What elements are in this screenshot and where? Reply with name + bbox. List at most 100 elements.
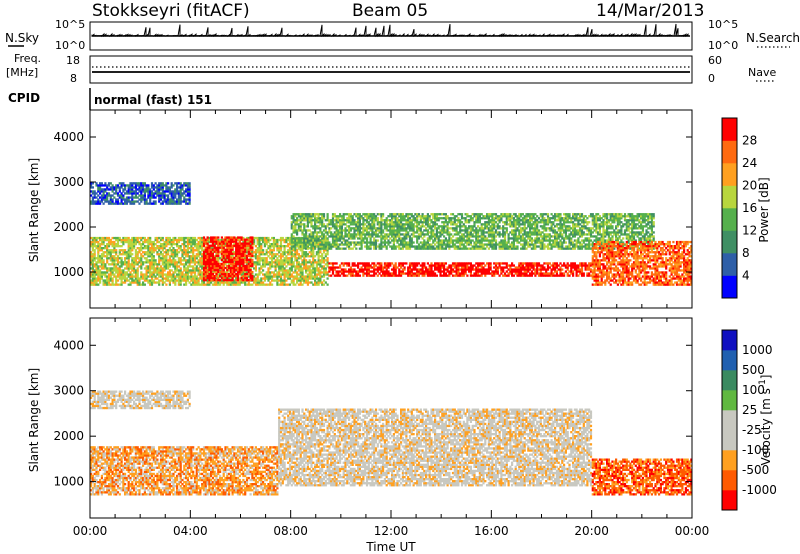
scatter-cell xyxy=(118,277,121,280)
scatter-cell xyxy=(192,277,195,280)
scatter-cell xyxy=(281,265,284,268)
scatter-cell xyxy=(93,277,96,280)
scatter-cell xyxy=(536,266,539,269)
scatter-cell xyxy=(118,275,121,278)
scatter-cell xyxy=(170,255,173,258)
scatter-cell xyxy=(99,271,102,274)
scatter-cell xyxy=(283,247,286,250)
scatter-cell xyxy=(150,249,154,252)
scatter-cell xyxy=(185,240,188,244)
scatter-cell xyxy=(147,261,150,264)
scatter-cell xyxy=(199,265,202,268)
scatter-cell xyxy=(125,277,128,280)
scatter-cell xyxy=(168,283,171,286)
scatter-cell xyxy=(149,265,152,268)
scatter-cell xyxy=(242,273,245,276)
scatter-cell xyxy=(193,261,197,264)
scatter-cell xyxy=(147,247,150,250)
scatter-cell xyxy=(253,277,256,280)
scatter-cell xyxy=(168,269,171,272)
scatter-cell xyxy=(253,275,256,278)
scatter-cell xyxy=(247,242,250,245)
scatter-cell xyxy=(398,235,401,238)
scatter-cell xyxy=(127,257,130,260)
scatter-cell xyxy=(188,247,191,250)
scatter-cell xyxy=(314,229,317,232)
scatter-cell xyxy=(340,231,343,234)
scatter-cell xyxy=(111,279,114,282)
scatter-cell xyxy=(91,257,94,260)
scatter-cell xyxy=(185,249,188,252)
scatter-cell xyxy=(156,265,159,268)
scatter-cell xyxy=(91,240,94,244)
nsearch-tick-bottom: 10^0 xyxy=(708,39,738,52)
scatter-cell xyxy=(149,236,152,240)
scatter-cell xyxy=(260,267,263,270)
scatter-cell xyxy=(176,279,179,282)
scatter-cell xyxy=(186,269,189,272)
scatter-cell xyxy=(172,257,175,260)
scatter-cell xyxy=(124,236,127,240)
scatter-cell xyxy=(414,266,417,269)
scatter-cell xyxy=(314,259,317,262)
scatter-cell xyxy=(177,271,180,274)
scatter-cell xyxy=(129,273,132,276)
scatter-cell xyxy=(170,275,173,278)
scatter-cell xyxy=(362,274,365,277)
scatter-cell xyxy=(294,215,297,218)
scatter-cell xyxy=(192,261,195,264)
scatter-cell xyxy=(464,272,467,275)
scatter-cell xyxy=(185,255,188,258)
scatter-cell xyxy=(168,243,171,246)
scatter-cell xyxy=(423,264,426,267)
scatter-cell xyxy=(279,275,283,278)
scatter-cell xyxy=(97,240,100,244)
scatter-cell xyxy=(249,268,252,272)
scatter-cell xyxy=(451,268,455,271)
scatter-cell xyxy=(91,253,94,256)
scatter-cell xyxy=(407,233,410,236)
scatter-cell xyxy=(362,270,365,273)
scatter-cell xyxy=(177,283,180,286)
scatter-cell xyxy=(183,265,186,268)
scatter-cell xyxy=(142,275,145,278)
scatter-cell xyxy=(360,235,363,238)
scatter-cell xyxy=(159,253,163,256)
scatter-cell xyxy=(93,273,96,276)
scatter-cell xyxy=(125,273,128,276)
scatter-cell xyxy=(190,255,193,258)
scatter-cell xyxy=(197,236,200,240)
scatter-cell xyxy=(124,279,127,282)
scatter-cell xyxy=(90,279,93,282)
scatter-cell xyxy=(179,247,182,250)
scatter-cell xyxy=(190,243,193,246)
scatter-cell xyxy=(548,262,551,265)
scatter-cell xyxy=(131,243,134,246)
scatter-cell xyxy=(382,268,385,271)
scatter-cell xyxy=(453,217,456,220)
scatter-cell xyxy=(217,250,220,253)
scatter-cell xyxy=(163,261,166,264)
power-heatmap xyxy=(90,182,693,286)
scatter-cell xyxy=(93,279,96,282)
scatter-cell xyxy=(159,273,163,276)
scatter-cell xyxy=(127,238,130,242)
scatter-cell xyxy=(367,262,370,265)
scatter-cell xyxy=(124,273,127,276)
scatter-cell xyxy=(143,279,146,282)
scatter-cell xyxy=(190,271,193,274)
scatter-cell xyxy=(394,272,397,275)
scatter-cell xyxy=(215,260,218,264)
scatter-cell xyxy=(319,273,322,276)
scatter-cell xyxy=(324,269,327,272)
scatter-cell xyxy=(118,265,121,268)
scatter-cell xyxy=(104,255,107,258)
scatter-cell xyxy=(163,259,166,262)
scatter-cell xyxy=(310,273,313,276)
scatter-cell xyxy=(109,238,112,242)
scatter-cell xyxy=(443,227,446,230)
scatter-cell xyxy=(134,263,137,266)
scatter-cell xyxy=(181,271,184,274)
scatter-cell xyxy=(158,261,161,264)
scatter-cell xyxy=(455,215,458,218)
